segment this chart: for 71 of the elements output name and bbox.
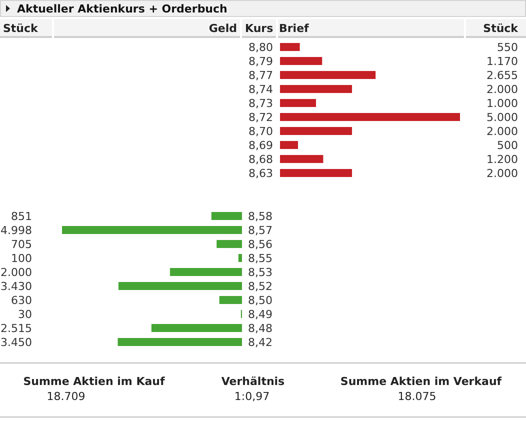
data-label: 2.000 xyxy=(486,125,518,138)
bar xyxy=(280,57,322,65)
data-label: 500 xyxy=(497,139,518,152)
bar xyxy=(170,268,242,276)
y-tick-label: 8,80 xyxy=(248,41,273,54)
text: Verhältnis xyxy=(221,375,286,388)
y-tick-label: 8,69 xyxy=(248,139,273,152)
bar xyxy=(280,155,324,163)
bar xyxy=(118,338,242,346)
bar xyxy=(280,99,316,107)
text: Summe Aktien im Kauf xyxy=(23,375,165,388)
text: 18.075 xyxy=(398,390,436,403)
bar xyxy=(280,43,300,51)
bar xyxy=(151,324,242,332)
y-tick-label: 8,58 xyxy=(248,210,272,223)
bar xyxy=(280,113,460,121)
y-tick-label: 8,56 xyxy=(248,238,272,251)
text: Stück xyxy=(3,22,39,35)
text: 18.709 xyxy=(46,390,86,403)
data-label: 550 xyxy=(497,41,518,54)
data-label: 2.655 xyxy=(486,69,518,82)
data-label: 30 xyxy=(18,308,32,321)
y-tick-label: 8,63 xyxy=(248,167,273,180)
data-label: 1.000 xyxy=(486,97,518,110)
y-tick-label: 8,53 xyxy=(248,266,272,279)
y-tick-label: 8,49 xyxy=(248,308,272,321)
bar xyxy=(280,71,376,79)
bar xyxy=(280,169,352,177)
y-tick-label: 8,72 xyxy=(248,111,273,124)
y-tick-label: 8,74 xyxy=(248,83,273,96)
bar xyxy=(280,141,298,149)
y-tick-label: 8,48 xyxy=(248,322,272,335)
y-tick-label: 8,52 xyxy=(248,280,272,293)
data-label: 5.000 xyxy=(486,111,518,124)
y-tick-label: 8,70 xyxy=(248,125,273,138)
bar xyxy=(238,254,242,262)
data-label: 1.170 xyxy=(486,55,518,68)
data-label: 3.450 xyxy=(0,336,32,349)
bar xyxy=(118,282,242,290)
y-tick-label: 8,57 xyxy=(248,224,272,237)
data-label: 4.998 xyxy=(0,224,32,237)
bar xyxy=(216,240,242,248)
bar xyxy=(211,212,242,220)
y-tick-label: 8,79 xyxy=(248,55,273,68)
data-label: 2.515 xyxy=(0,322,32,335)
data-label: 2.000 xyxy=(486,83,518,96)
bar xyxy=(62,226,242,234)
data-label: 705 xyxy=(11,238,32,251)
text: Aktueller Aktienkurs + Orderbuch xyxy=(17,2,228,16)
data-label: 100 xyxy=(11,252,32,265)
text: Geld xyxy=(208,22,237,35)
y-tick-label: 8,42 xyxy=(248,336,272,349)
bar xyxy=(280,127,352,135)
y-tick-label: 8,73 xyxy=(248,97,273,110)
y-tick-label: 8,77 xyxy=(248,69,273,82)
bar xyxy=(219,296,242,304)
text: Brief xyxy=(279,22,310,35)
data-label: 3.430 xyxy=(0,280,32,293)
text: Summe Aktien im Verkauf xyxy=(340,375,502,388)
text: Kurs xyxy=(245,22,274,35)
data-label: 851 xyxy=(11,210,32,223)
data-label: 1.200 xyxy=(486,153,518,166)
y-tick-label: 8,50 xyxy=(248,294,272,307)
text: 1:0,97 xyxy=(234,390,270,403)
y-tick-label: 8,68 xyxy=(248,153,273,166)
data-label: 630 xyxy=(11,294,32,307)
data-label: 2.000 xyxy=(0,266,32,279)
data-label: 2.000 xyxy=(486,167,518,180)
text: Stück xyxy=(483,22,519,35)
y-tick-label: 8,55 xyxy=(248,252,272,265)
bar xyxy=(280,85,352,93)
